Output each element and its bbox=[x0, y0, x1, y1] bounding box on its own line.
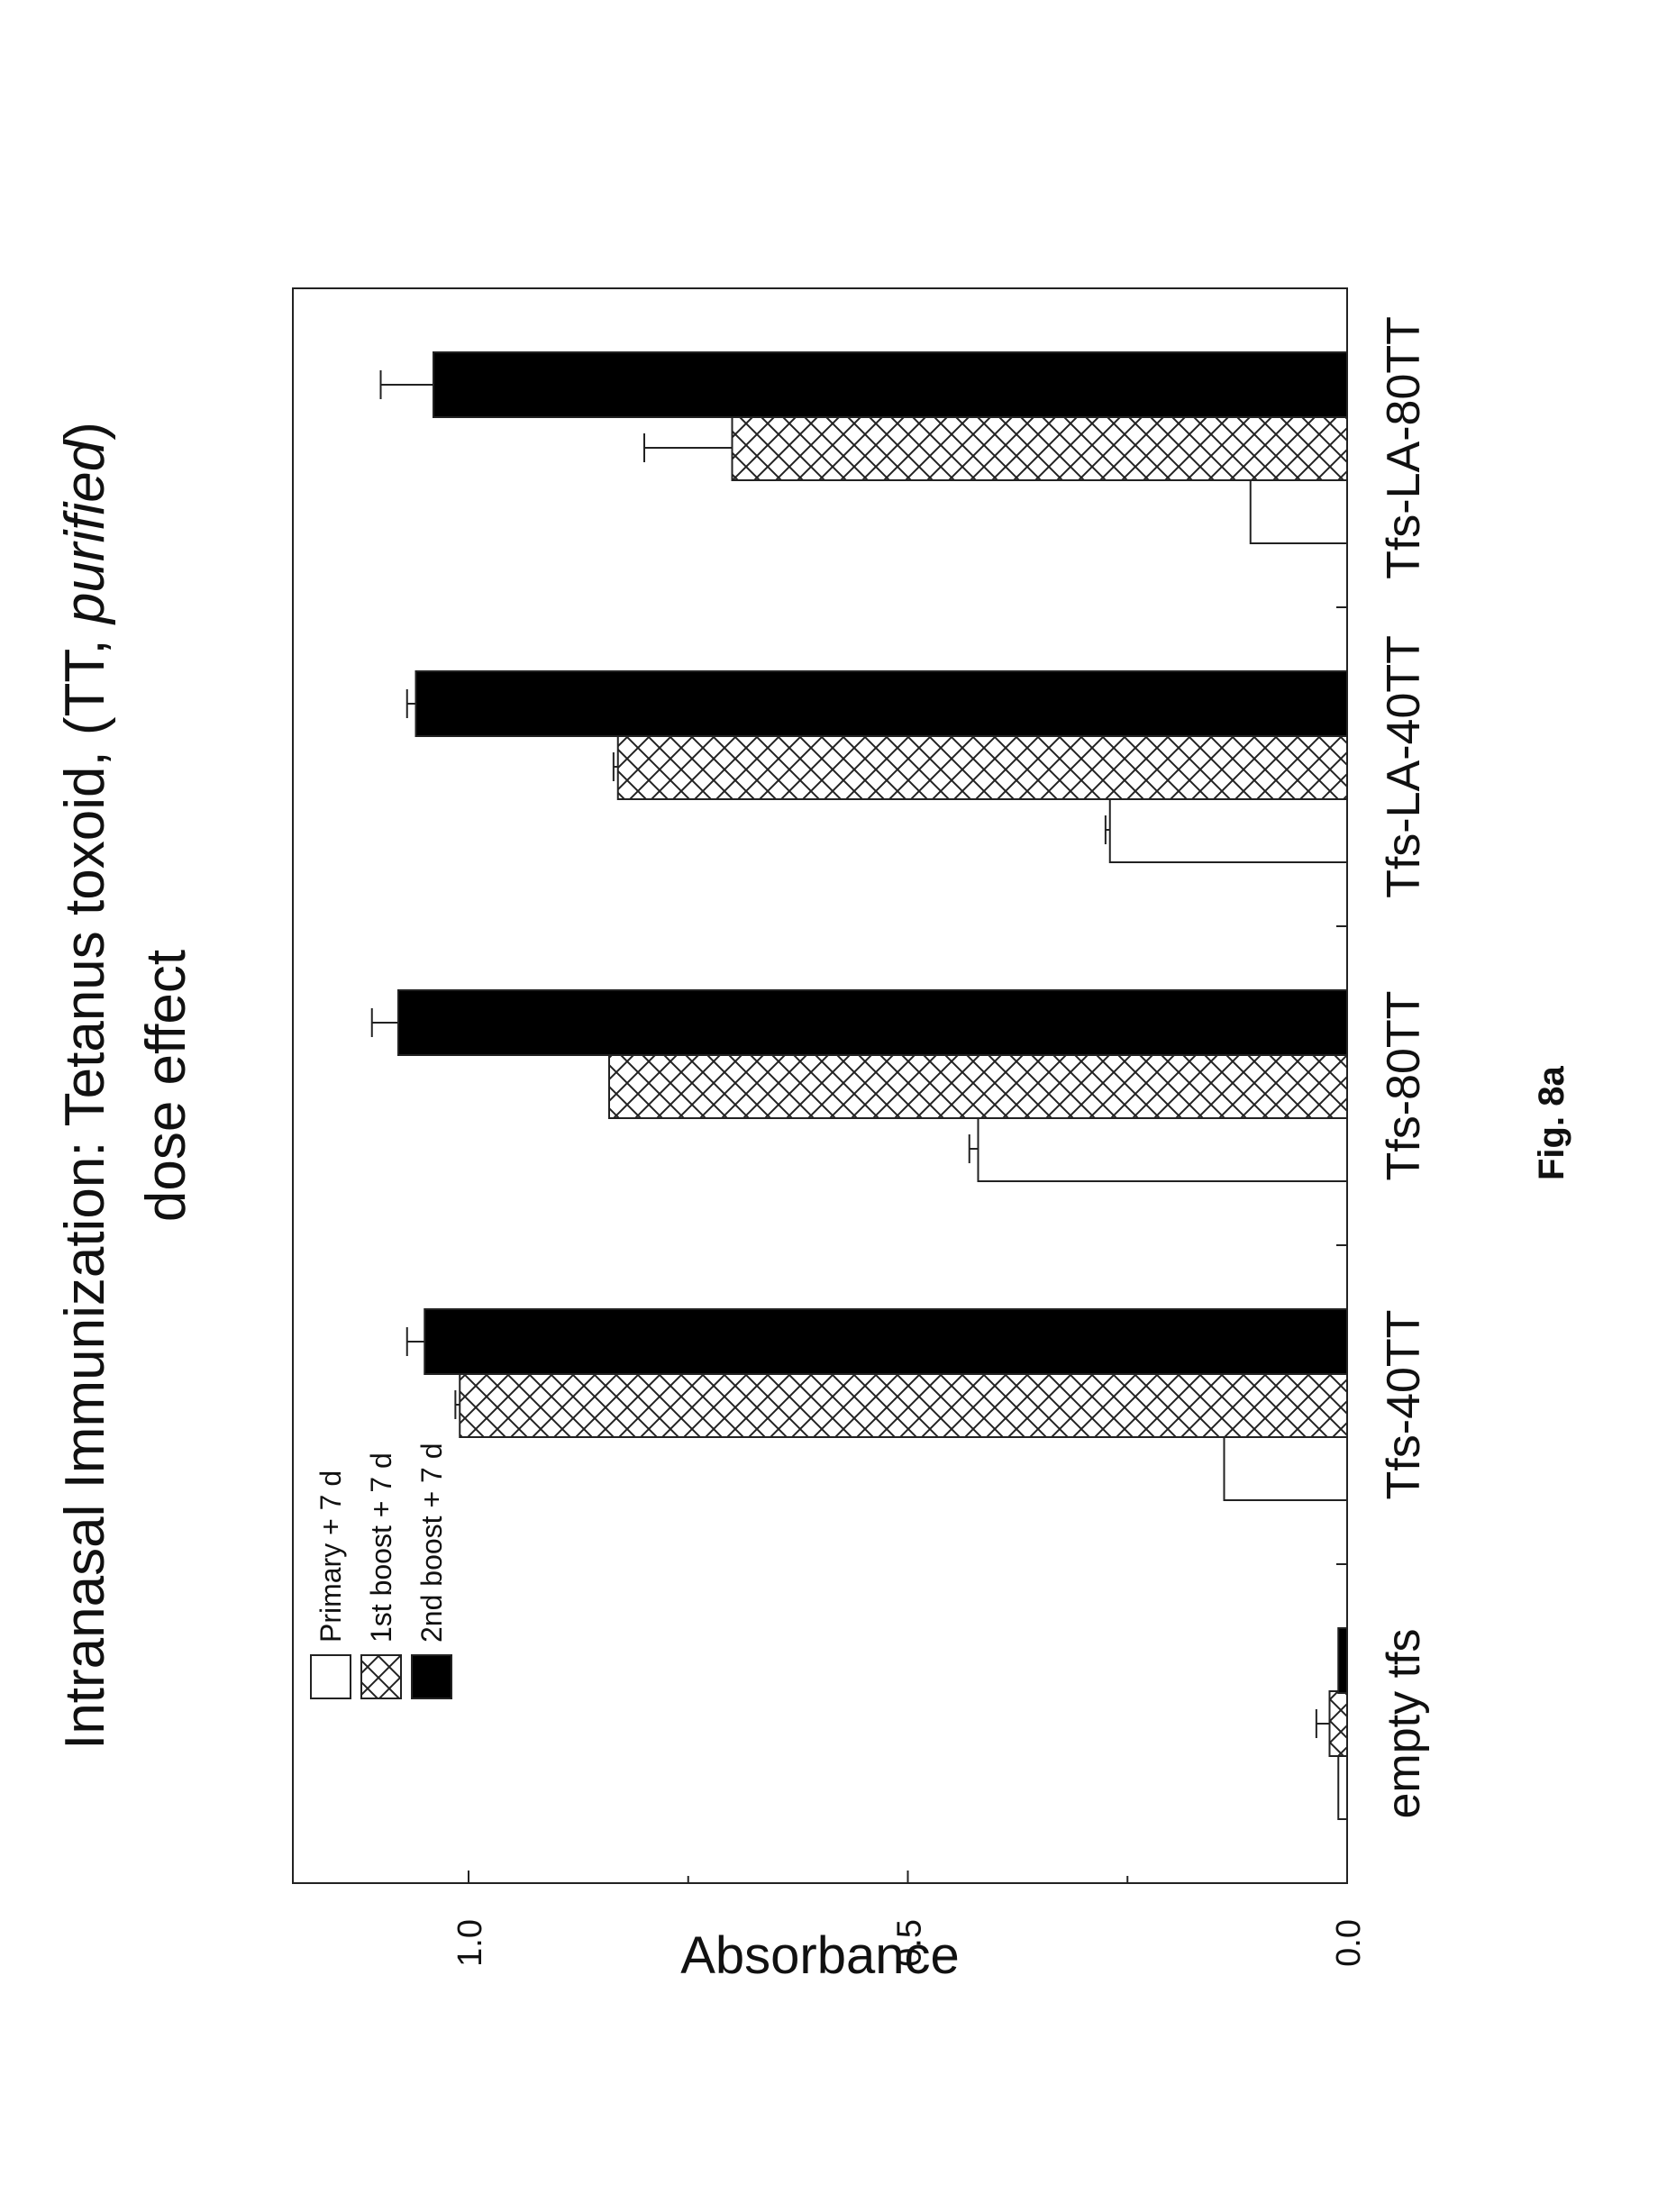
bar bbox=[424, 1309, 1347, 1374]
chart-subtitle: dose effect bbox=[135, 950, 197, 1222]
bar bbox=[1330, 1691, 1348, 1756]
bar bbox=[1338, 1754, 1347, 1819]
x-tick-label: Tfs-LA-40TT bbox=[1378, 635, 1430, 898]
bar bbox=[618, 734, 1347, 799]
legend-swatch bbox=[412, 1655, 451, 1698]
x-tick-label: Tfs-40TT bbox=[1378, 1310, 1430, 1500]
legend-label: 1st boost + 7 d bbox=[365, 1452, 397, 1643]
bar bbox=[1338, 1628, 1347, 1693]
y-tick-label: 0.0 bbox=[1330, 1919, 1368, 1967]
legend-label: 2nd boost + 7 d bbox=[415, 1443, 448, 1643]
bar bbox=[416, 671, 1348, 736]
y-tick-label: 1.0 bbox=[451, 1919, 489, 1967]
y-axis-label: Absorbance bbox=[680, 1926, 960, 1985]
bar bbox=[1110, 797, 1347, 862]
bar bbox=[1225, 1435, 1348, 1500]
legend-swatch bbox=[361, 1655, 401, 1698]
bar bbox=[733, 415, 1348, 480]
bar bbox=[398, 990, 1347, 1055]
x-tick-label: empty tfs bbox=[1378, 1629, 1430, 1819]
x-tick-label: Tfs-LA-80TT bbox=[1378, 316, 1430, 579]
chart-title: Intranasal Immunization: Tetanus toxoid,… bbox=[54, 422, 116, 1750]
bar bbox=[979, 1116, 1348, 1181]
bar bbox=[460, 1372, 1347, 1437]
bar bbox=[609, 1053, 1347, 1118]
bar bbox=[1251, 478, 1347, 543]
x-tick-label: Tfs-80TT bbox=[1378, 991, 1430, 1181]
legend-label: Primary + 7 d bbox=[314, 1470, 347, 1643]
legend-swatch bbox=[311, 1655, 351, 1698]
bar bbox=[433, 352, 1347, 417]
figure-label: Fig. 8a bbox=[1532, 1066, 1572, 1180]
